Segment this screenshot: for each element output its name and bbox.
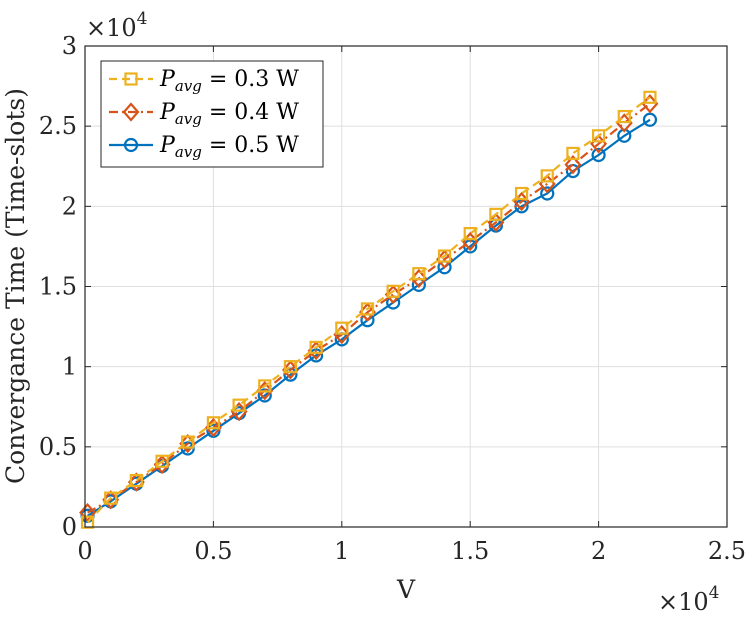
data-point-square <box>283 360 298 374</box>
data-point-diamond <box>564 154 582 175</box>
y-tick-label: 1.5 <box>39 273 77 301</box>
data-point-square <box>386 284 400 298</box>
x-tick-label: 2 <box>591 537 606 565</box>
x-exponent-label: ×104 <box>658 583 719 616</box>
data-point-square <box>206 416 220 430</box>
data-point-square <box>643 90 657 104</box>
data-point-diamond <box>122 102 140 122</box>
x-tick-label: 2.5 <box>708 537 746 565</box>
x-tick-label: 1.5 <box>451 537 489 565</box>
y-tick-label: 2 <box>62 192 77 220</box>
x-tick-label: 0.5 <box>194 537 232 565</box>
x-tick-label: 1 <box>334 537 349 565</box>
data-point-square <box>309 340 323 355</box>
y-tick-label: 1 <box>62 353 77 381</box>
data-point-circle <box>540 186 555 201</box>
legend-item: Pavg = 0.3 W <box>109 67 299 95</box>
data-point-square <box>129 473 143 488</box>
legend-label: Pavg = 0.4 W <box>159 100 299 128</box>
data-point-square <box>437 249 452 263</box>
y-tick-label: 0 <box>62 513 77 541</box>
y-tick-label: 0.5 <box>39 433 77 461</box>
data-point-square <box>463 226 477 241</box>
data-point-circle <box>642 112 658 127</box>
y-tick-label: 3 <box>62 32 77 60</box>
data-point-square <box>617 109 631 124</box>
legend-label: Pavg = 0.5 W <box>159 133 299 161</box>
series-line <box>86 96 651 523</box>
data-point-square <box>591 129 606 143</box>
data-point-square <box>540 169 554 183</box>
data-point-diamond <box>79 502 97 523</box>
data-point-circle <box>123 137 139 153</box>
data-point-square <box>566 146 580 161</box>
legend-item: Pavg = 0.5 W <box>109 133 299 161</box>
data-point-square <box>360 302 375 316</box>
y-axis-label: Convergance Time (Time-slots) <box>1 88 30 484</box>
x-axis-label: V <box>396 575 416 604</box>
data-point-square <box>124 72 138 86</box>
data-point-circle <box>591 147 606 163</box>
y-exponent-label: ×104 <box>86 9 147 42</box>
data-point-square <box>104 491 118 505</box>
y-tick-label: 2.5 <box>39 112 77 140</box>
series-square <box>80 90 657 529</box>
series-layer <box>79 90 659 529</box>
data-point-square <box>412 267 426 281</box>
data-point-square <box>258 379 272 393</box>
tick-marks <box>84 45 728 528</box>
tick-labels: 0 0.5 1 1.5 2 2.5 0 0.5 1 1.5 2 2.5 3 <box>39 32 746 565</box>
data-point-square <box>489 207 503 221</box>
data-point-square <box>181 435 195 449</box>
data-point-square <box>232 398 246 412</box>
x-tick-label: 0 <box>77 537 92 565</box>
data-point-square <box>335 321 349 335</box>
data-point-square <box>155 454 169 468</box>
legend-item: Pavg = 0.4 W <box>109 100 299 128</box>
data-point-square <box>514 186 529 201</box>
data-point-square <box>80 515 95 529</box>
legend: Pavg = 0.3 W Pavg = 0.4 W Pavg = 0.5 W <box>100 60 324 168</box>
legend-label: Pavg = 0.3 W <box>159 67 299 95</box>
series-line <box>87 102 651 514</box>
